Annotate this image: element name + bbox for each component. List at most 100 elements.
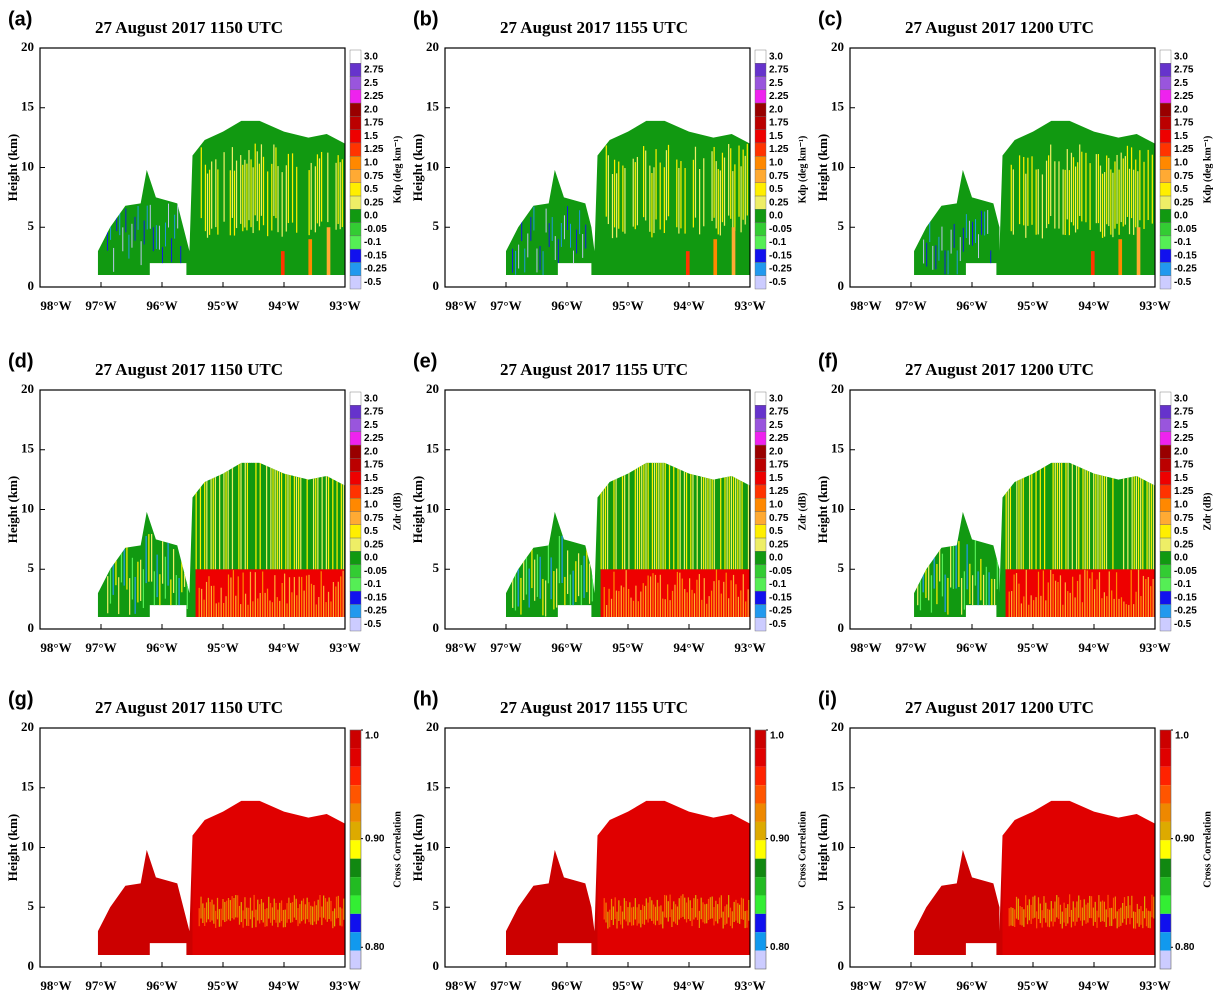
colorbar-frame [1159,729,1172,970]
colorbar-cell [754,418,767,433]
colorbar-cell [754,182,767,197]
echo-cell [713,462,715,570]
colorbar-cell [349,564,362,579]
echo-cell [247,604,249,618]
y-tick-label: 10 [426,838,439,853]
echo-cell [676,571,679,618]
echo-cell [748,899,750,921]
colorbar-cell [349,484,362,499]
echo-cell [556,568,558,608]
echo-cell [162,247,163,272]
echo-cell [215,159,217,228]
echo-cell [1078,895,1080,918]
echo-cell [162,536,164,584]
echo-cell [932,245,934,270]
echo-cell [700,897,702,920]
echo-cell [275,902,277,923]
echo-cell [1120,907,1122,926]
echo-cell [1007,462,1009,570]
echo-cell [220,587,222,618]
panel-label: (e) [413,350,437,372]
echo-cell [671,462,673,570]
echo-cell [731,911,733,929]
x-tick-label: 96°W [146,640,177,655]
colorbar-cell [350,785,361,804]
echo-cell [1089,895,1091,919]
echo-cell [692,462,694,570]
echo-cell [313,901,316,922]
x-tick-label: 98°W [850,640,881,655]
echo-cell [200,147,202,219]
colorbar-label: 2.0 [769,104,783,115]
echo-cell [342,570,344,618]
echo-cell [284,909,286,928]
echo-cell [623,587,625,618]
echo-cell [713,146,715,218]
echo-cell [269,903,272,923]
colorbar-label: 3.0 [364,51,378,62]
colorbar-label: 2.5 [769,78,783,89]
echo-cell [1077,162,1079,230]
colorbar-label: 0.80 [770,942,790,953]
echo-cell [244,593,247,618]
echo-cell [1108,157,1110,227]
x-tick-label: 98°W [850,978,881,993]
echo-cell [965,214,967,239]
colorbar-label: 2.75 [364,65,384,76]
colorbar-cell [1159,617,1172,632]
echo-cell [550,557,552,600]
echo-cell [231,462,234,570]
colorbar-cell [755,913,766,933]
echo-cell [1030,904,1032,925]
echo-cell [1068,170,1070,236]
echo-cell [663,894,666,918]
echo-cell [291,462,293,570]
echo-cell [1090,896,1093,919]
echo-cell [1040,595,1042,618]
colorbar-cell [754,49,767,64]
echo-cell [315,604,317,618]
panel-title: 27 August 2017 1200 UTC [905,360,1094,379]
echo-cell [330,601,332,618]
echo-cell [506,800,598,956]
echo-cell [258,163,260,231]
echo-cell [1106,596,1108,618]
echo-cell [1042,570,1044,618]
echo-cell [251,910,253,928]
echo-cell [165,222,166,247]
x-tick-label: 95°W [1017,640,1048,655]
echo-cell [215,603,217,618]
echo-cell [545,580,547,617]
colorbar-label: -0.1 [1174,237,1192,248]
echo-cell [638,904,640,924]
colorbar-cell [1159,248,1172,263]
echo-cell [990,250,992,275]
colorbar-cell [349,458,362,472]
echo-cell [647,902,649,923]
echo-cell [1012,907,1014,927]
colorbar-cell [1160,913,1171,933]
echo-cell [703,462,705,570]
echo-cell [126,544,128,590]
echo-cell [242,910,244,928]
echo-cell [233,462,236,570]
echo-cell [717,462,720,570]
x-tick-label: 95°W [207,640,238,655]
colorbar-cell [349,195,362,210]
colorbar-cell [349,471,362,486]
y-tick-label: 10 [831,838,844,853]
colorbar-cell [754,405,767,419]
echo-cell [1123,601,1125,618]
echo-cell [1037,169,1039,235]
echo-cell [722,462,724,570]
echo-cell [1030,595,1032,618]
echo-cell [1090,462,1093,570]
echo-cell [1011,591,1013,618]
echo-cell [218,909,220,927]
echo-cell [253,894,255,918]
colorbar-cell [755,821,766,841]
echo-cell [703,578,705,618]
colorbar-cell [1160,858,1171,878]
echo-cell [991,578,993,616]
echo-cell [1086,570,1088,618]
